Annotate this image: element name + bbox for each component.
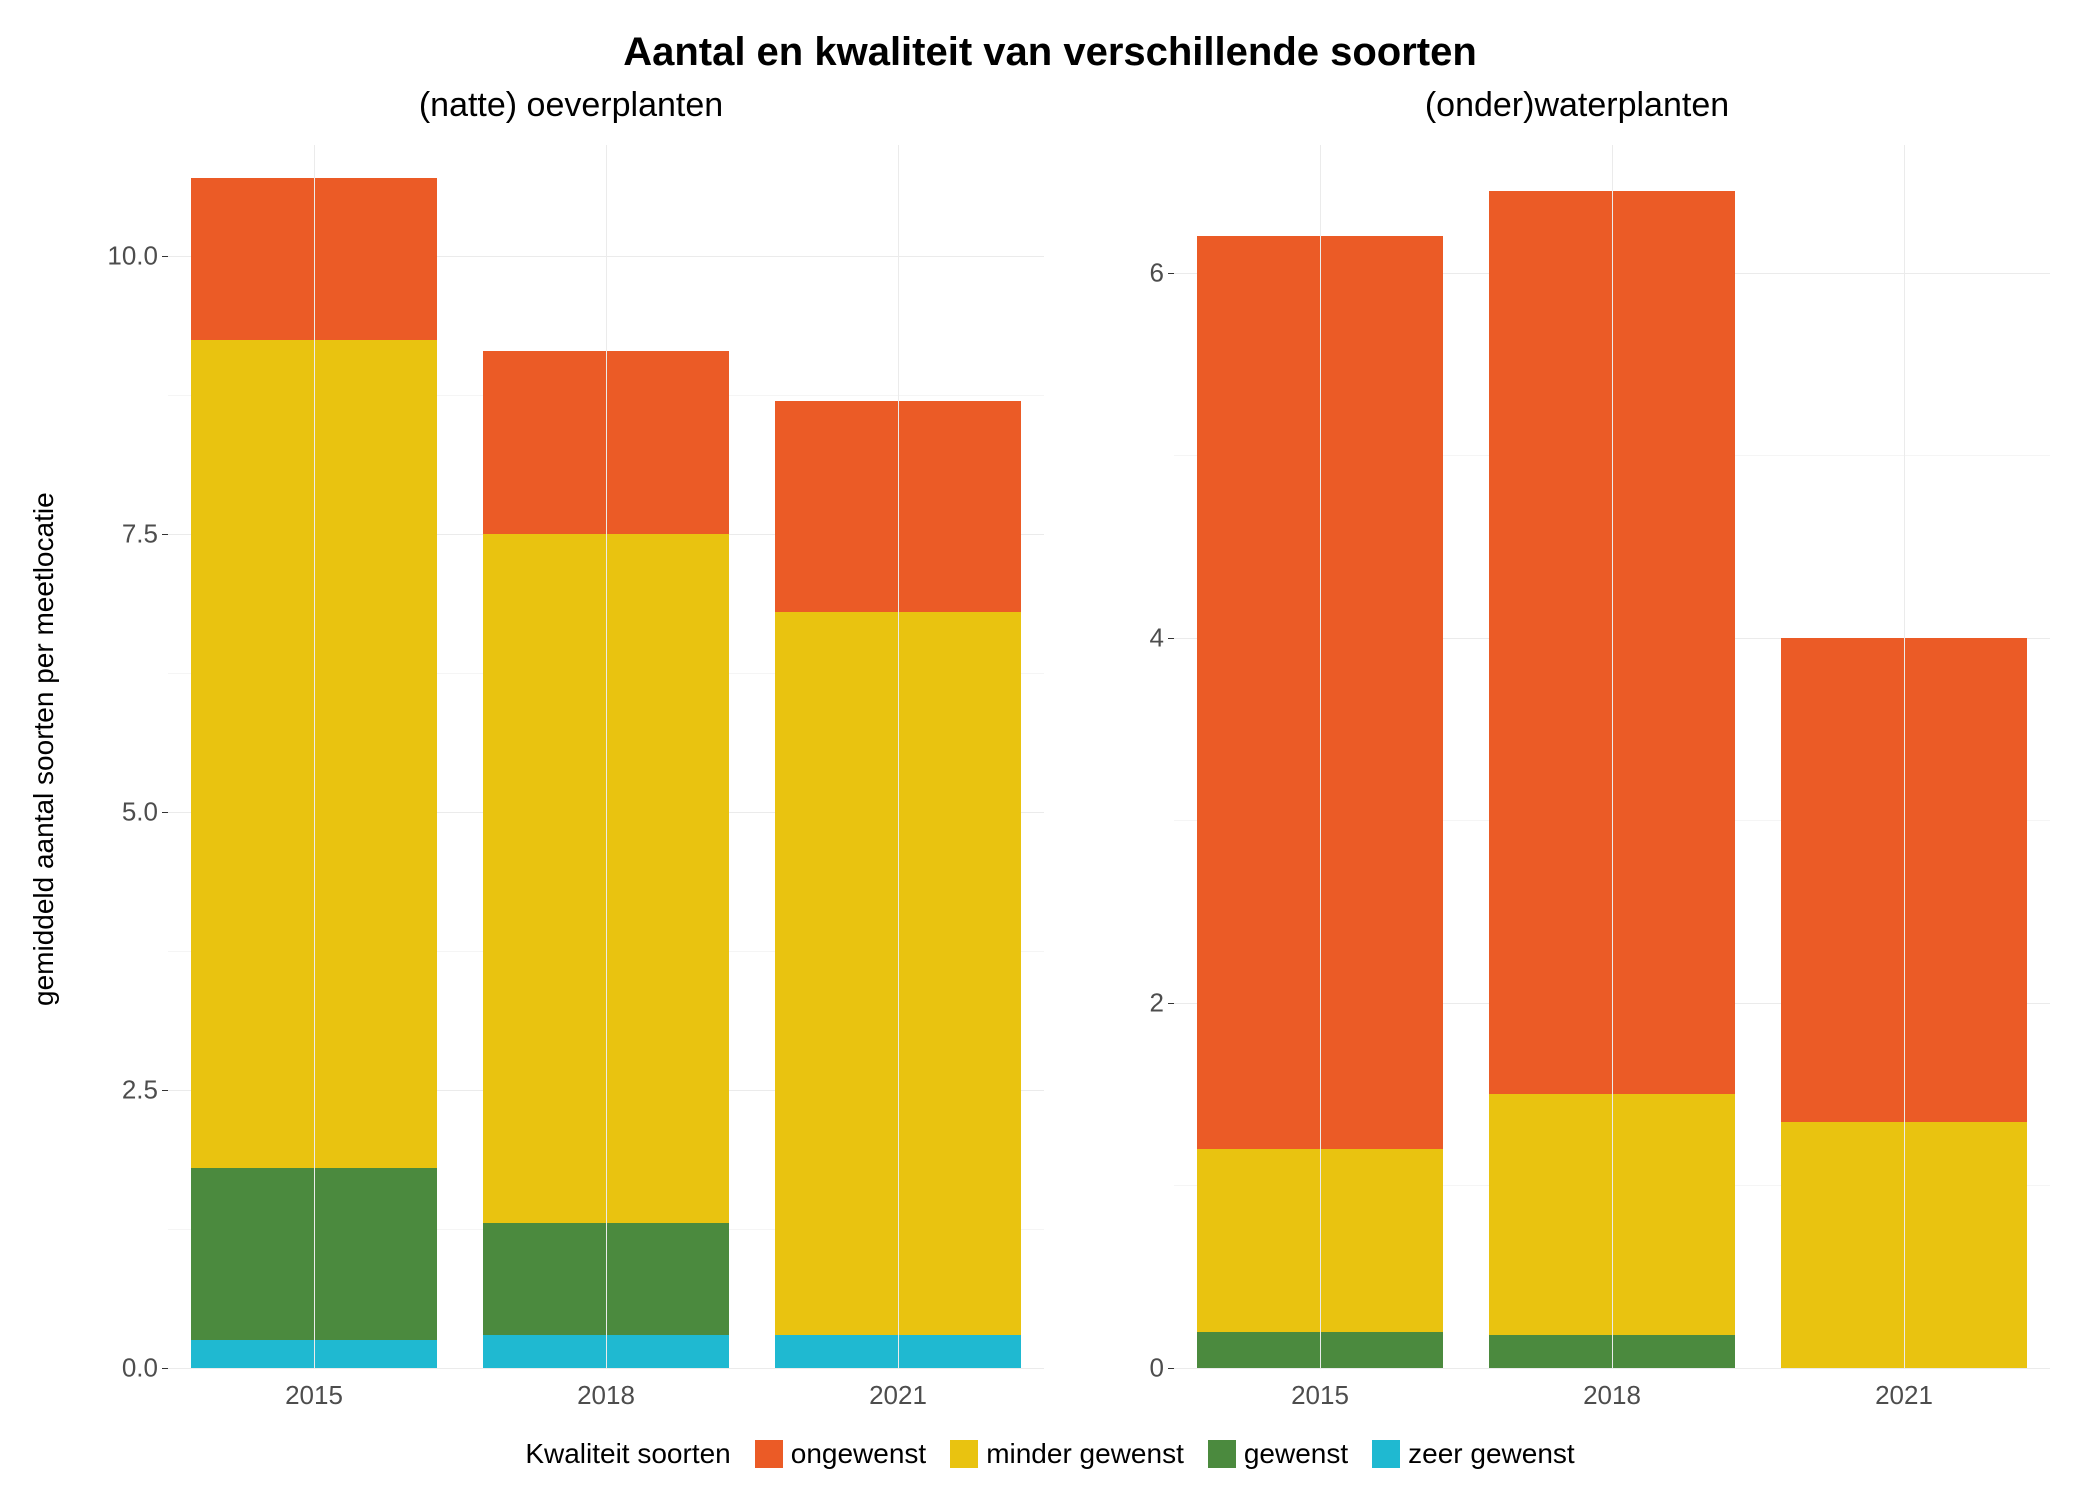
legend-item-gewenst: gewenst	[1208, 1438, 1348, 1470]
y-tick-label: 7.5	[122, 519, 168, 550]
y-axis-label: gemiddeld aantal soorten per meetlocatie	[20, 80, 68, 1418]
y-tick-label: 2.5	[122, 1075, 168, 1106]
gridline-x	[898, 145, 899, 1368]
legend-label-zeer_gewenst: zeer gewenst	[1408, 1438, 1575, 1470]
gridline-x	[1612, 145, 1613, 1368]
x-tick-label: 2021	[1875, 1368, 1933, 1411]
plot-area-right: 0 2 4 6 2015 2018 2021	[1094, 135, 2060, 1418]
plot-inner-right: 0246201520182021	[1174, 145, 2050, 1368]
y-tick-label: 2	[1150, 987, 1174, 1018]
legend-title: Kwaliteit soorten	[525, 1438, 730, 1470]
legend-label-gewenst: gewenst	[1244, 1438, 1348, 1470]
panel-title-left: (natte) oeverplanten	[88, 86, 1054, 125]
y-tick-label: 0	[1150, 1353, 1174, 1384]
x-tick-label: 2018	[1583, 1368, 1641, 1411]
y-tick-label: 4	[1150, 622, 1174, 653]
x-tick-label: 2018	[577, 1368, 635, 1411]
legend-swatch-gewenst	[1208, 1440, 1236, 1468]
y-tick-label: 6	[1150, 257, 1174, 288]
gridline-x	[1904, 145, 1905, 1368]
gridline-x	[1320, 145, 1321, 1368]
y-tick-label: 0.0	[122, 1353, 168, 1384]
chart-container: Aantal en kwaliteit van verschillende so…	[20, 20, 2080, 1480]
panel-right: (onder)waterplanten 0 2 4 6 2015 2018 2021	[1074, 80, 2080, 1418]
y-tick-label: 5.0	[122, 797, 168, 828]
x-tick-label: 2015	[1291, 1368, 1349, 1411]
x-tick-label: 2015	[285, 1368, 343, 1411]
y-tick-label: 10.0	[107, 241, 168, 272]
legend-swatch-zeer_gewenst	[1372, 1440, 1400, 1468]
legend-swatch-minder_gewenst	[950, 1440, 978, 1468]
panel-title-right: (onder)waterplanten	[1094, 86, 2060, 125]
legend-item-ongewenst: ongewenst	[755, 1438, 926, 1470]
panels-row: gemiddeld aantal soorten per meetlocatie…	[20, 80, 2080, 1418]
x-tick-label: 2021	[869, 1368, 927, 1411]
legend-swatch-ongewenst	[755, 1440, 783, 1468]
plot-area-left: 0.0 2.5 5.0 7.5 10.0 2015 2018 2021	[88, 135, 1054, 1418]
gridline-x	[314, 145, 315, 1368]
panel-left: (natte) oeverplanten 0.0 2.5 5.0 7.5 10.0 201…	[68, 80, 1074, 1418]
plot-inner-left: 0.02.55.07.510.0201520182021	[168, 145, 1044, 1368]
legend-item-minder_gewenst: minder gewenst	[950, 1438, 1184, 1470]
legend-item-zeer_gewenst: zeer gewenst	[1372, 1438, 1575, 1470]
main-title: Aantal en kwaliteit van verschillende so…	[20, 30, 2080, 75]
gridline-x	[606, 145, 607, 1368]
legend-label-minder_gewenst: minder gewenst	[986, 1438, 1184, 1470]
legend: Kwaliteit soorten ongewenst minder gewens…	[20, 1418, 2080, 1480]
legend-label-ongewenst: ongewenst	[791, 1438, 926, 1470]
